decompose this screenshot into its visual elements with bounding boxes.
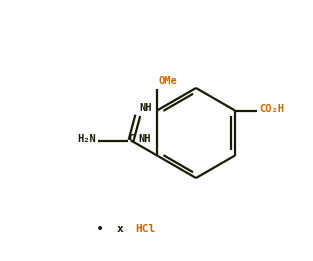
Text: x: x bbox=[117, 224, 123, 234]
Text: •: • bbox=[96, 222, 104, 236]
Text: H₂N: H₂N bbox=[77, 134, 96, 145]
Text: CO₂H: CO₂H bbox=[259, 104, 284, 115]
Text: C: C bbox=[128, 134, 134, 145]
Text: HCl: HCl bbox=[135, 224, 155, 234]
Text: NH: NH bbox=[140, 103, 152, 113]
Text: OMe: OMe bbox=[158, 75, 177, 86]
Text: NH: NH bbox=[139, 134, 151, 144]
